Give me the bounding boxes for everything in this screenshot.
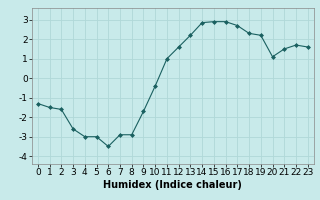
X-axis label: Humidex (Indice chaleur): Humidex (Indice chaleur) xyxy=(103,180,242,190)
